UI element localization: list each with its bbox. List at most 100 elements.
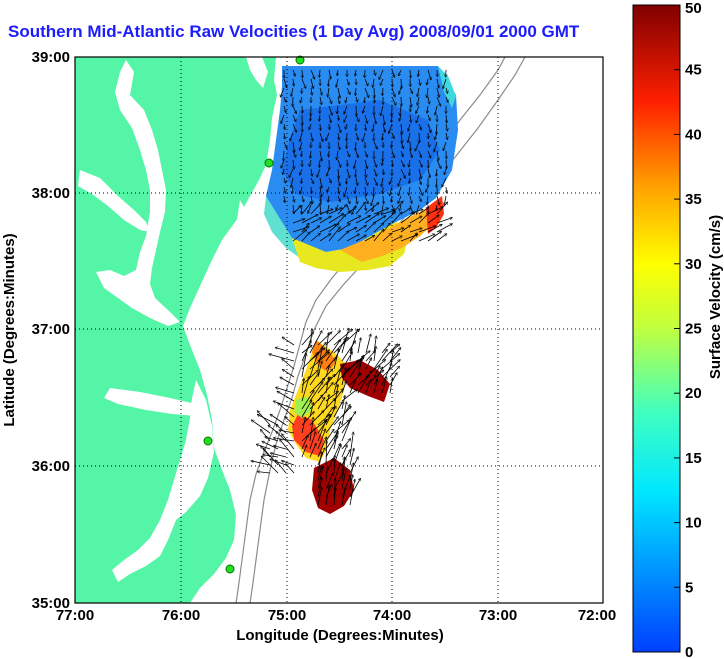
velocity-arrow-icon (337, 195, 340, 201)
velocity-arrow-icon (310, 218, 321, 224)
velocity-arrow-icon (317, 466, 321, 482)
velocity-arrow-icon (381, 343, 390, 354)
velocity-arrow-icon (364, 78, 368, 86)
colorbar-label: Surface Velocity (cm/s) (707, 215, 724, 379)
velocity-arrow-icon (276, 460, 287, 474)
velocity-arrow-icon (364, 214, 379, 224)
velocity-arrow-icon (400, 168, 405, 178)
velocity-arrow-icon (292, 123, 296, 132)
velocity-arrow-icon (319, 69, 320, 77)
velocity-arrow-icon (301, 379, 304, 394)
velocity-arrow-icon (325, 331, 340, 346)
velocity-arrow-icon (309, 403, 313, 418)
velocity-arrow-icon (364, 236, 374, 242)
velocity-arrow-icon (292, 186, 293, 193)
velocity-arrow-icon (280, 440, 295, 458)
velocity-arrow-icon (427, 87, 428, 97)
velocity-arrow-icon (443, 78, 447, 88)
velocity-arrow-icon (389, 177, 393, 184)
velocity-arrow-icon (327, 204, 330, 213)
velocity-arrow-icon (274, 446, 287, 450)
velocity-arrow-icon (365, 186, 366, 195)
velocity-arrow-icon (372, 204, 374, 211)
velocity-arrow-icon (309, 418, 313, 442)
velocity-arrow-icon (382, 234, 391, 242)
velocity-arrow-icon (416, 114, 420, 122)
velocity-arrow-icon (284, 195, 285, 202)
velocity-arrow-icon (363, 132, 366, 141)
velocity-arrow-icon (408, 132, 411, 142)
velocity-arrow-icon (354, 159, 357, 168)
y-tick-label: 38:00 (32, 185, 70, 202)
velocity-arrow-icon (417, 87, 419, 96)
velocity-arrow-icon (399, 114, 401, 121)
velocity-arrow-icon (317, 488, 322, 506)
velocity-arrow-icon (381, 360, 400, 378)
velocity-arrow-icon (371, 195, 375, 205)
velocity-arrow-icon (341, 476, 350, 498)
station-dot-icon (225, 564, 235, 574)
velocity-arrow-icon (436, 195, 439, 205)
velocity-arrow-icon (325, 430, 334, 442)
velocity-arrow-icon (382, 114, 385, 124)
velocity-arrow-icon (293, 159, 294, 169)
velocity-arrow-icon (374, 69, 376, 75)
velocity-arrow-icon (410, 195, 412, 203)
velocity-arrow-icon (418, 150, 421, 157)
velocity-arrow-icon (391, 114, 392, 122)
velocity-arrow-icon (364, 150, 367, 157)
velocity-arrow-icon (284, 96, 286, 102)
velocity-arrow-icon (292, 150, 296, 157)
velocity-arrow-icon (341, 418, 351, 442)
x-tick-label: 77:00 (56, 607, 94, 624)
velocity-arrow-icon (337, 123, 341, 132)
velocity-arrow-icon (379, 69, 384, 79)
velocity-arrow-icon (271, 415, 287, 426)
velocity-arrow-icon (337, 69, 338, 75)
velocity-arrow-icon (373, 223, 384, 233)
velocity-arrow-icon (427, 232, 441, 242)
velocity-arrow-icon (401, 132, 402, 143)
velocity-arrow-icon (382, 204, 383, 215)
velocity-arrow-icon (365, 168, 366, 177)
velocity-arrow-icon (398, 195, 402, 203)
velocity-arrow-icon (409, 233, 417, 242)
velocity-arrow-icon (328, 96, 332, 103)
velocity-arrow-icon (325, 417, 338, 434)
velocity-arrow-icon (310, 150, 311, 158)
velocity-arrow-icon (328, 214, 343, 224)
velocity-arrow-icon (373, 114, 376, 123)
albemarle-sound (104, 388, 196, 416)
velocity-arrow-icon (355, 150, 358, 157)
velocity-arrow-icon (252, 461, 271, 466)
velocity-arrow-icon (400, 204, 402, 211)
velocity-arrow-icon (444, 195, 447, 205)
y-axis-label: Latitude (Degrees:Minutes) (1, 233, 18, 426)
velocity-arrow-icon (302, 195, 304, 202)
velocity-arrow-icon (349, 380, 355, 394)
velocity-arrow-icon (285, 417, 295, 426)
velocity-arrow-icon (333, 370, 340, 394)
velocity-arrow-icon (310, 203, 321, 215)
velocity-arrow-icon (317, 415, 330, 426)
colorbar (632, 4, 681, 653)
velocity-arrow-icon (279, 430, 295, 434)
velocity-arrow-icon (346, 204, 350, 213)
velocity-arrow-icon (426, 186, 429, 192)
velocity-arrow-icon (446, 96, 448, 102)
velocity-arrow-icon (338, 186, 339, 194)
velocity-arrow-icon (341, 341, 355, 362)
velocity-arrow-icon (319, 177, 322, 188)
colorbar-tick-label: 10 (685, 515, 702, 532)
velocity-arrow-icon (410, 69, 411, 78)
velocity-arrow-icon (436, 218, 452, 224)
velocity-arrow-icon (282, 434, 295, 450)
velocity-arrow-icon (274, 438, 295, 442)
velocity-arrow-icon (319, 224, 336, 233)
velocity-arrow-icon (301, 435, 308, 450)
velocity-arrow-icon (301, 391, 314, 410)
velocity-arrow-icon (409, 228, 422, 233)
velocity-arrow-icon (252, 420, 271, 434)
velocity-arrow-icon (311, 186, 312, 193)
